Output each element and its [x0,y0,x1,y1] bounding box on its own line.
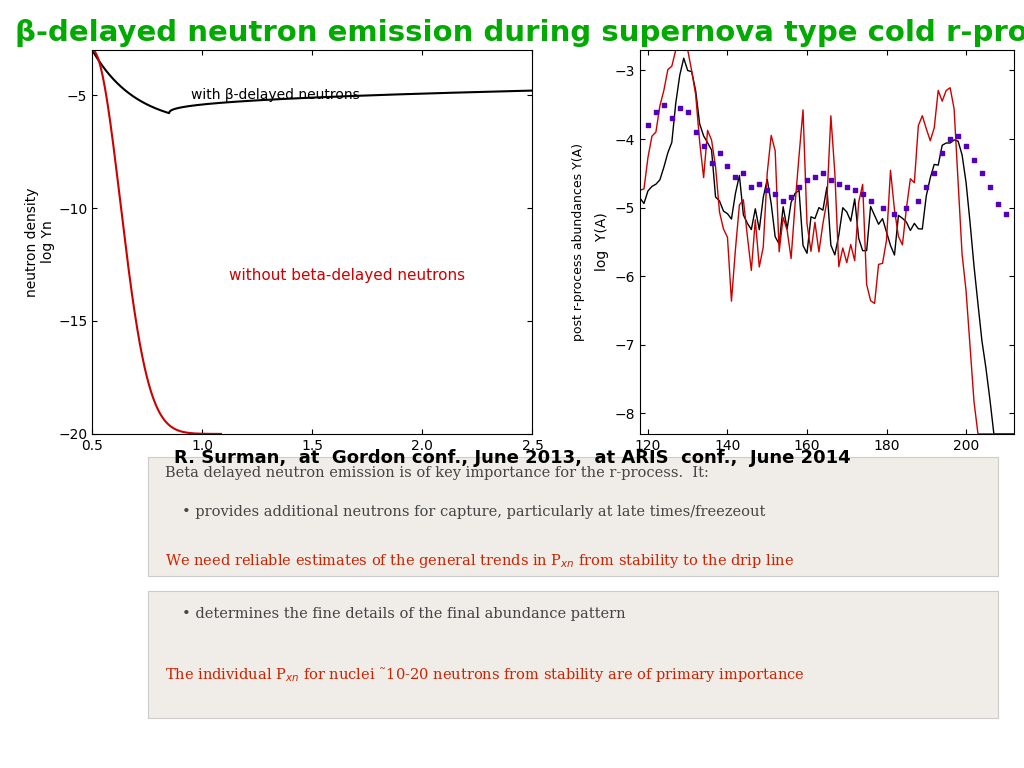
X-axis label: mass A: mass A [797,458,857,476]
Point [847,184,863,197]
Point [655,98,672,111]
Point [735,167,752,180]
Text: with β-delayed neutrons: with β-delayed neutrons [191,88,360,102]
Point [791,181,807,194]
Point [898,201,914,214]
Point [680,105,696,118]
Point [874,201,891,214]
Point [926,167,942,180]
Text: without beta-delayed neutrons: without beta-delayed neutrons [228,268,465,283]
Text: We need reliable estimates of the general trends in P$_{xn}$ from stability to t: We need reliable estimates of the genera… [166,552,795,570]
Y-axis label: neutron density
log Yn: neutron density log Yn [25,187,55,296]
Point [982,181,998,194]
Text: The individual P$_{xn}$ for nuclei ˜10-20 neutrons from stability are of primary: The individual P$_{xn}$ for nuclei ˜10-2… [166,665,805,684]
Point [934,147,950,159]
Point [648,105,665,118]
Point [854,188,870,200]
Point [719,161,735,173]
Point [815,167,831,180]
Point [712,147,728,159]
Text: R. Surman,  at  Gordon conf., June 2013,  at ARIS  conf.,  June 2014: R. Surman, at Gordon conf., June 2013, a… [174,449,850,467]
Point [807,170,823,183]
Point [672,102,688,114]
Text: • provides additional neutrons for capture, particularly at late times/freezeout: • provides additional neutrons for captu… [182,505,766,518]
Point [767,188,783,200]
Text: • determines the fine details of the final abundance pattern: • determines the fine details of the fin… [182,607,626,621]
Point [799,174,815,187]
Point [743,181,760,194]
Point [974,167,990,180]
Point [862,194,879,207]
Point [687,126,703,138]
Y-axis label: log  Y(A): log Y(A) [595,213,609,271]
Point [830,177,847,190]
Point [703,157,720,169]
Point [727,170,743,183]
Point [950,130,967,142]
Point [966,154,982,166]
Text: β-delayed neutron emission during supernova type cold r-process: β-delayed neutron emission during supern… [15,19,1024,47]
Point [839,181,855,194]
Point [957,140,974,152]
Point [664,112,680,124]
Text: post r-process abundances Y(A): post r-process abundances Y(A) [572,143,585,341]
Point [751,177,767,190]
Point [919,181,935,194]
Point [695,140,712,152]
Text: Beta delayed neutron emission is of key importance for the r-process.  It:: Beta delayed neutron emission is of key … [166,466,710,481]
Point [759,184,775,197]
Point [997,208,1014,220]
Point [783,191,800,204]
Point [775,194,792,207]
Point [910,194,927,207]
Point [989,198,1006,210]
Point [640,119,656,131]
Point [942,133,958,145]
Point [887,208,903,220]
X-axis label: t (s) in r-process: t (s) in r-process [250,458,375,473]
Point [822,174,839,187]
